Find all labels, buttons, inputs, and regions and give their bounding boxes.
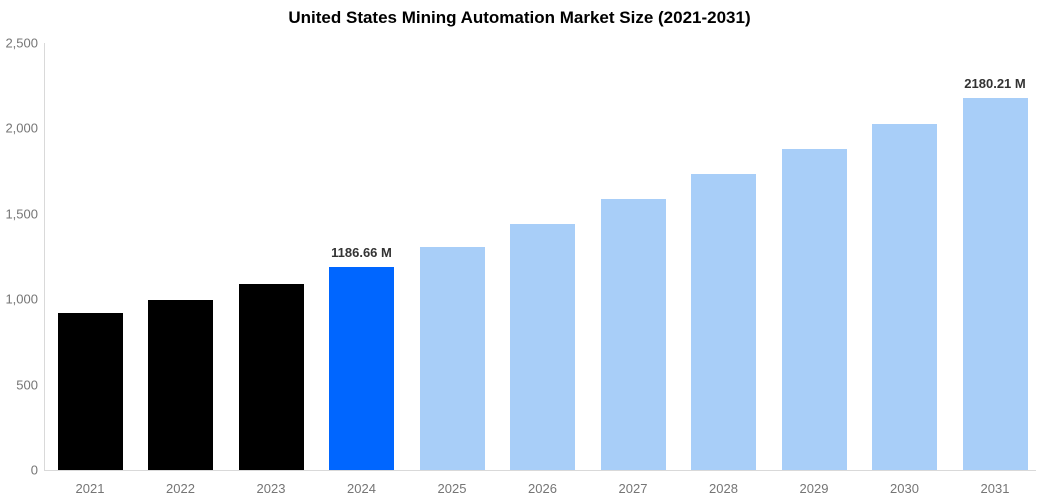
x-tick-label-2027: 2027 — [618, 481, 648, 496]
bar-2021[interactable] — [57, 313, 123, 470]
x-tick-label-2021: 2021 — [75, 481, 105, 496]
data-label-2031: 2180.21 M — [964, 75, 1026, 91]
y-tick-label-2000: 2,000 — [5, 120, 38, 136]
x-axis-line — [44, 470, 1036, 471]
x-tick-label-2030: 2030 — [890, 481, 919, 496]
x-tick-label-2022: 2022 — [166, 481, 195, 496]
bar-2026[interactable] — [510, 224, 575, 470]
bar-2022[interactable] — [148, 300, 213, 470]
x-tick-label-2026: 2026 — [528, 481, 557, 496]
x-tick-label-2023: 2023 — [256, 481, 286, 496]
y-axis-line — [44, 43, 45, 471]
y-tick-label-1500: 1,500 — [5, 206, 38, 222]
chart-title: United States Mining Automation Market S… — [288, 8, 751, 27]
bar-2030[interactable] — [872, 124, 937, 470]
bar-2029[interactable] — [781, 148, 847, 470]
bar-2024[interactable] — [329, 267, 394, 470]
x-tick-label-2028: 2028 — [709, 481, 738, 496]
y-tick-label-0: 0 — [30, 462, 38, 478]
bar-2028[interactable] — [691, 174, 756, 470]
bar-2023[interactable] — [238, 284, 304, 470]
bar-2031[interactable] — [962, 97, 1028, 470]
y-tick-label-500: 500 — [16, 377, 38, 393]
bar-2027[interactable] — [600, 199, 666, 470]
bar-2025[interactable] — [419, 247, 485, 470]
data-label-2024: 1186.66 M — [331, 245, 392, 261]
x-tick-label-2031: 2031 — [980, 481, 1010, 496]
x-tick-label-2025: 2025 — [437, 481, 467, 496]
x-tick-label-2029: 2029 — [799, 481, 829, 496]
y-tick-label-1000: 1,000 — [5, 291, 38, 307]
x-tick-label-2024: 2024 — [347, 481, 376, 496]
y-tick-label-2500: 2,500 — [5, 35, 38, 51]
